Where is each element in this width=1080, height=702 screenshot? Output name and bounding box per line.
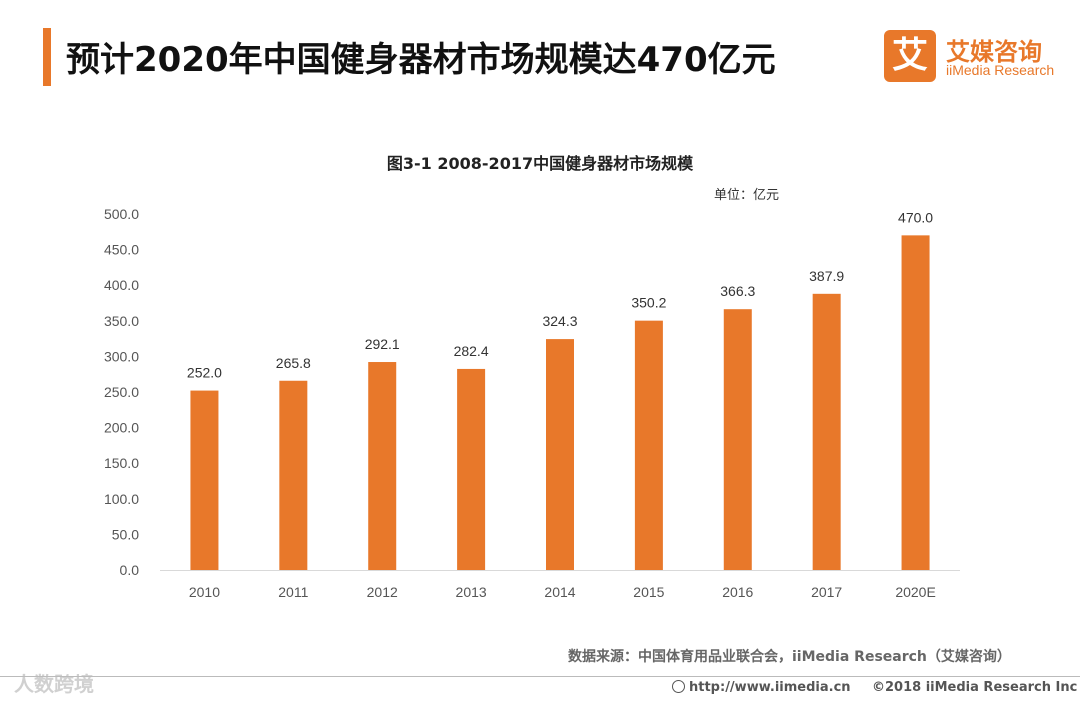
data-label: 265.8: [276, 355, 311, 371]
y-tick-label: 50.0: [112, 526, 139, 542]
y-tick-label: 400.0: [104, 277, 139, 293]
data-label: 387.9: [809, 268, 844, 284]
x-tick-label: 2014: [544, 584, 575, 600]
x-tick-label: 2011: [278, 584, 308, 600]
y-tick-label: 150.0: [104, 455, 139, 471]
y-tick-label: 300.0: [104, 348, 139, 364]
footer-url[interactable]: http://www.iimedia.cn: [672, 680, 851, 695]
footer-copyright: ©2018 iiMedia Research Inc: [872, 680, 1078, 695]
logo-mark-icon: 艾: [884, 30, 936, 82]
chart-unit-label: 单位：亿元: [714, 188, 780, 203]
bar: [812, 293, 841, 570]
data-label: 366.3: [720, 283, 755, 299]
y-tick-label: 0.0: [120, 562, 140, 578]
chart-title: 图3-1 2008-2017中国健身器材市场规模: [386, 154, 694, 173]
x-tick-label: 2017: [811, 584, 842, 600]
data-label: 252.0: [187, 365, 222, 381]
logo-chinese-name: 艾媒咨询: [946, 38, 1042, 66]
x-tick-label: 2013: [456, 584, 487, 600]
data-label: 324.3: [542, 313, 577, 329]
data-label: 292.1: [365, 336, 400, 352]
footer-url-text[interactable]: http://www.iimedia.cn: [689, 680, 851, 695]
data-label: 282.4: [454, 343, 489, 359]
data-label: 470.0: [898, 209, 933, 225]
bar: [457, 368, 486, 570]
bar: [368, 362, 397, 570]
x-tick-label: 2020E: [895, 584, 935, 600]
data-label: 350.2: [631, 295, 666, 311]
y-tick-label: 100.0: [104, 491, 139, 507]
y-tick-label: 450.0: [104, 242, 139, 258]
x-tick-label: 2016: [722, 584, 753, 600]
x-tick-label: 2015: [633, 584, 664, 600]
bar: [279, 380, 308, 570]
bar: [634, 320, 663, 570]
y-tick-label: 500.0: [104, 206, 139, 222]
y-tick-label: 250.0: [104, 384, 139, 400]
x-tick-label: 2012: [367, 584, 398, 600]
y-tick-label: 350.0: [104, 313, 139, 329]
bar: [190, 390, 219, 570]
watermark: 人数跨境: [14, 672, 94, 696]
bar: [723, 309, 752, 570]
title-accent-bar: [43, 28, 51, 86]
footer-divider: [0, 676, 1080, 677]
x-tick-label: 2010: [189, 584, 220, 600]
logo-english-name: iiMedia Research: [946, 62, 1055, 78]
page-title: 预计2020年中国健身器材市场规模达470亿元: [66, 40, 776, 80]
globe-icon: [672, 680, 685, 693]
bar: [546, 339, 574, 570]
data-source: 数据来源：中国体育用品业联合会，iiMedia Research（艾媒咨询）: [568, 649, 1011, 665]
y-tick-label: 200.0: [104, 420, 139, 436]
bar: [901, 235, 930, 571]
